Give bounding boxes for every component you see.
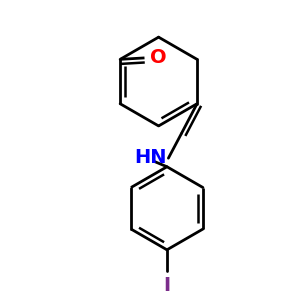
Text: I: I [164,276,170,295]
Text: O: O [150,48,166,67]
Text: HN: HN [134,148,167,167]
